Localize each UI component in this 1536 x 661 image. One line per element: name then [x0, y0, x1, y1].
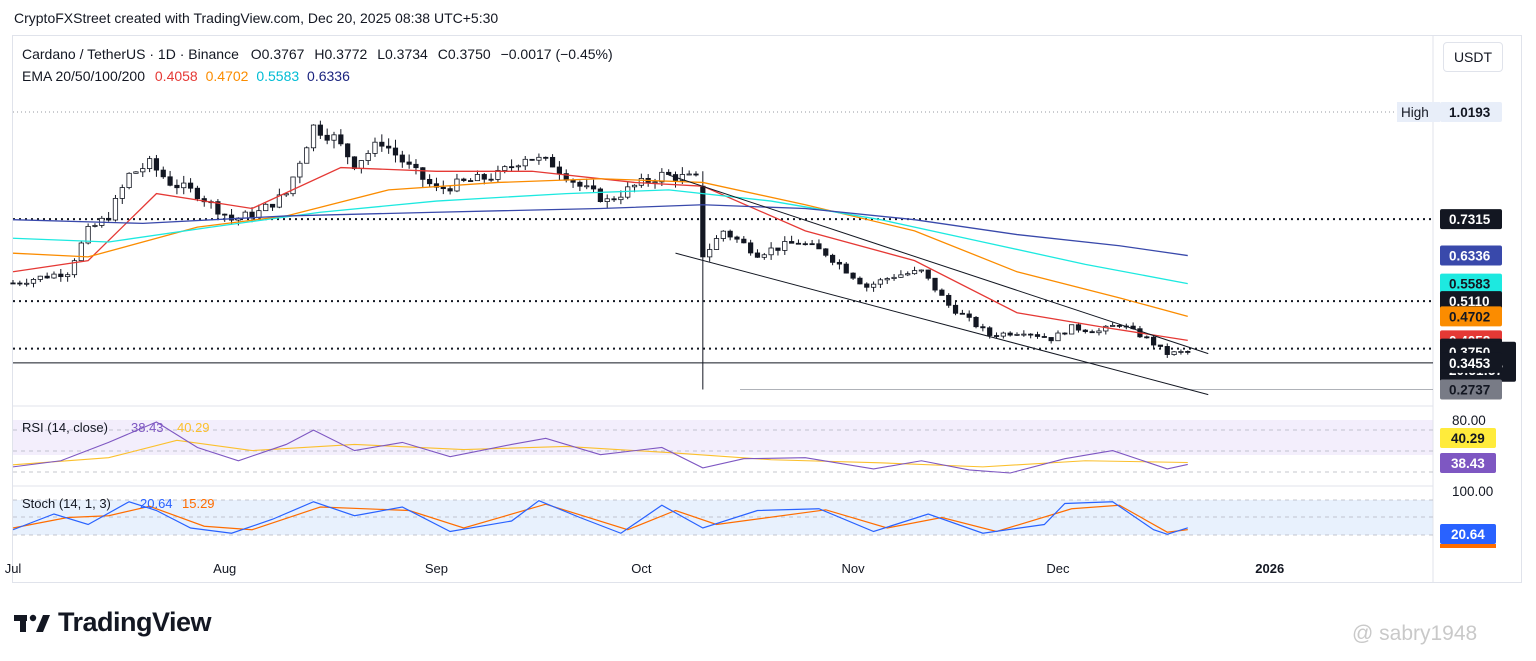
ema-title[interactable]: EMA 20/50/100/200 — [22, 68, 145, 84]
open-label: O — [250, 46, 262, 62]
change-value: −0.0017 (−0.45%) — [500, 46, 613, 62]
created-with-line: CryptoFXStreet created with TradingView.… — [14, 10, 499, 26]
close-value: 0.3750 — [447, 46, 491, 62]
close-label: C — [437, 46, 448, 62]
low-label: L — [377, 46, 385, 62]
ema100-value: 0.5583 — [256, 68, 300, 84]
high-label: H — [314, 46, 325, 62]
currency-button[interactable]: USDT — [1443, 42, 1503, 72]
open-value: 0.3767 — [261, 46, 305, 62]
legend-ohlc: Cardano / TetherUS · 1D · Binance O0.376… — [22, 46, 613, 62]
watermark: @ sabry1948 — [1352, 622, 1478, 645]
ema50-value: 0.4702 — [205, 68, 249, 84]
high-value: 0.3772 — [324, 46, 368, 62]
legend-ema: EMA 20/50/100/200 0.4058 0.4702 0.5583 0… — [22, 68, 350, 84]
ema20-value: 0.4058 — [154, 68, 198, 84]
chart-frame — [12, 35, 1522, 583]
ema200-value: 0.6336 — [307, 68, 350, 84]
tradingview-mark-icon — [14, 614, 50, 632]
low-value: 0.3734 — [385, 46, 428, 62]
tradingview-logo[interactable]: TradingView — [14, 607, 212, 638]
symbol-title[interactable]: Cardano / TetherUS · 1D · Binance — [22, 46, 239, 62]
brand-name: TradingView — [58, 607, 212, 637]
